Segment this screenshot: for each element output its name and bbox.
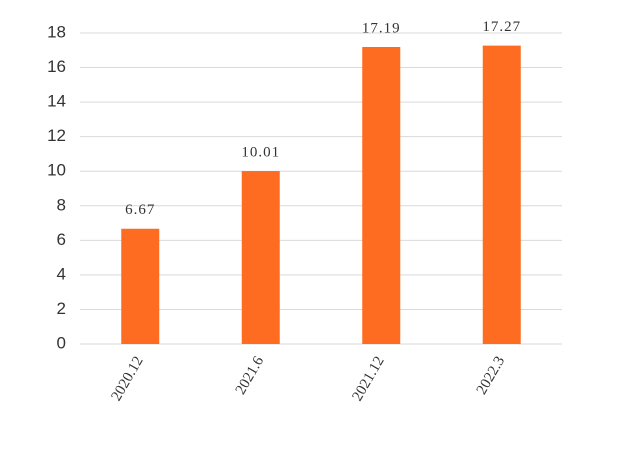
x-tick-label: 2022.3	[474, 354, 508, 398]
data-label: 17.19	[362, 20, 401, 36]
y-tick-label: 8	[57, 195, 66, 214]
y-tick-label: 12	[47, 126, 66, 145]
data-label: 6.67	[125, 202, 155, 218]
data-label: 10.01	[241, 144, 280, 160]
bar	[362, 46, 401, 345]
y-tick-label: 14	[47, 92, 66, 111]
bar	[482, 45, 521, 344]
x-tick-label: 2021.12	[349, 354, 387, 404]
x-tick-label: 2021.6	[233, 353, 268, 397]
bar	[121, 228, 160, 344]
y-tick-label: 4	[57, 264, 66, 283]
bar	[241, 171, 280, 344]
y-tick-label: 6	[57, 230, 66, 249]
y-tick-label: 16	[47, 57, 66, 76]
y-tick-label: 18	[47, 22, 66, 41]
y-tick-label: 0	[57, 333, 66, 352]
y-tick-label: 10	[47, 161, 66, 180]
data-label: 17.27	[482, 19, 521, 35]
x-tick-label: 2020.12	[108, 354, 146, 404]
y-tick-label: 2	[57, 299, 66, 318]
